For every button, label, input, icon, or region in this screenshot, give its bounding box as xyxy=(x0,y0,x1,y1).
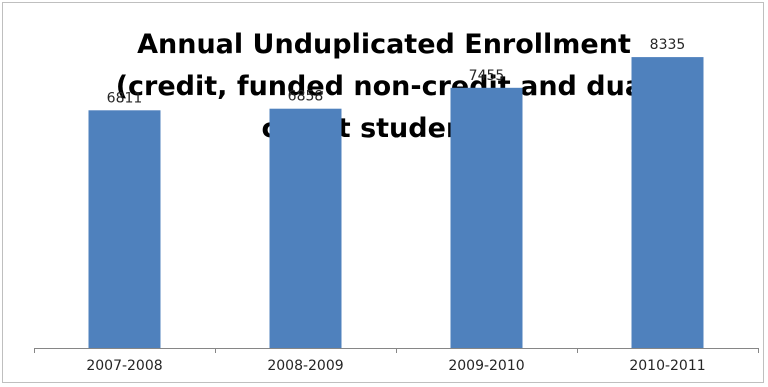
x-tick-label-2009-2010: 2009-2010 xyxy=(448,358,524,374)
x-tick-label-2010-2011: 2010-2011 xyxy=(629,358,705,374)
data-label-2007-2008: 6811 xyxy=(107,90,143,106)
data-label-2010-2011: 8335 xyxy=(650,37,686,53)
chart-title-line-1: Annual Unduplicated Enrollment xyxy=(137,29,631,60)
bar-2010-2011 xyxy=(631,57,704,348)
chart-title-line-2: (credit, funded non-credit and dual xyxy=(115,71,653,102)
data-label-2009-2010: 7455 xyxy=(469,68,505,84)
data-label-2008-2009: 6858 xyxy=(288,89,324,105)
bar-2007-2008 xyxy=(88,110,161,348)
bar-2009-2010 xyxy=(450,87,523,349)
x-tick-label-2008-2009: 2008-2009 xyxy=(267,358,343,374)
bar-2008-2009 xyxy=(269,108,342,348)
x-tick-label-2007-2008: 2007-2008 xyxy=(86,358,162,374)
